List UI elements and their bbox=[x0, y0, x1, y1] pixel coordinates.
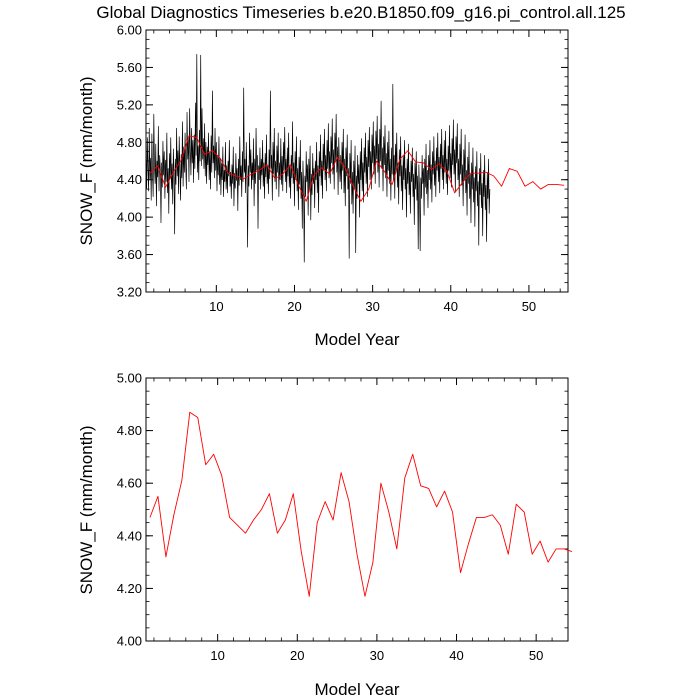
top-y-tick-label: 4.80 bbox=[117, 135, 142, 150]
top-panel: 3.20 3.60 4.00 4.40 4.80 5.20 5.60 6.00 10 20 30 40… bbox=[77, 23, 569, 349]
top-y-tick-label: 5.20 bbox=[117, 97, 142, 112]
top-y-tick-label: 5.60 bbox=[117, 60, 142, 75]
top-y-tick-label: 3.20 bbox=[117, 285, 142, 300]
bottom-x-axis-label: Model Year bbox=[314, 680, 399, 699]
top-series bbox=[145, 53, 565, 263]
bottom-ticks: 4.00 4.20 4.40 4.60 4.80 5.00 10 20 30 40 50 bbox=[117, 371, 569, 663]
top-x-tick-label: 30 bbox=[365, 299, 379, 314]
top-y-tick-label: 3.60 bbox=[117, 247, 142, 262]
top-x-tick-label: 40 bbox=[444, 299, 458, 314]
chart-title: Global Diagnostics Timeseries b.e20.B185… bbox=[96, 3, 625, 22]
top-x-tick-label: 10 bbox=[209, 299, 223, 314]
bottom-x-tick-label: 20 bbox=[290, 648, 304, 663]
top-series-line-monthly bbox=[145, 53, 491, 263]
top-ticks: 3.20 3.60 4.00 4.40 4.80 5.20 5.60 6.00 10 20 30 40… bbox=[117, 23, 568, 314]
bottom-x-tick-label: 50 bbox=[529, 648, 543, 663]
bottom-panel: 4.00 4.20 4.40 4.60 4.80 5.00 10 20 30 40 50 Model… bbox=[77, 371, 573, 699]
top-x-tick-label: 50 bbox=[522, 299, 536, 314]
top-y-tick-label: 4.00 bbox=[117, 210, 142, 225]
bottom-y-tick-label: 4.60 bbox=[117, 476, 142, 491]
bottom-y-tick-label: 4.20 bbox=[117, 581, 142, 596]
top-x-axis-label: Model Year bbox=[314, 330, 399, 349]
bottom-series bbox=[149, 411, 573, 597]
bottom-y-tick-label: 4.40 bbox=[117, 528, 142, 543]
bottom-y-tick-label: 5.00 bbox=[117, 371, 142, 386]
bottom-y-axis-label: SNOW_F (mm/month) bbox=[77, 425, 96, 594]
bottom-plot-frame bbox=[145, 377, 569, 642]
top-x-tick-label: 20 bbox=[287, 299, 301, 314]
bottom-y-tick-label: 4.00 bbox=[117, 634, 142, 649]
bottom-x-tick-label: 40 bbox=[449, 648, 463, 663]
bottom-series-line-annual bbox=[149, 411, 573, 597]
top-y-tick-label: 6.00 bbox=[117, 23, 142, 38]
bottom-y-tick-label: 4.80 bbox=[117, 423, 142, 438]
bottom-x-tick-label: 30 bbox=[370, 648, 384, 663]
top-y-axis-label: SNOW_F (mm/month) bbox=[77, 76, 96, 245]
bottom-x-tick-label: 10 bbox=[210, 648, 224, 663]
top-y-tick-label: 4.40 bbox=[117, 172, 142, 187]
top-series-line-annual bbox=[149, 135, 565, 202]
